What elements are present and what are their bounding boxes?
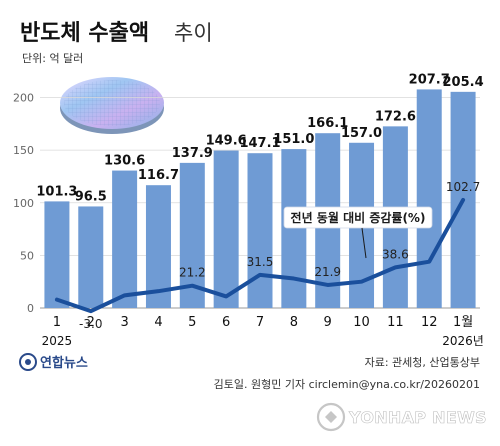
bar	[112, 170, 138, 308]
growth-rate-label: 38.6	[382, 247, 409, 261]
bar-value-label: 130.6	[104, 154, 145, 169]
bar	[145, 185, 171, 308]
y-tick-label: 100	[13, 197, 34, 210]
x-tick-label: 2	[87, 315, 95, 330]
x-tick-label: 12	[421, 315, 438, 330]
x-tick-label: 6	[222, 315, 230, 330]
legend-label: 전년 동월 대비 증감률(%)	[291, 210, 426, 225]
legend-pointer	[361, 227, 367, 259]
bar-value-label: 137.9	[172, 146, 213, 161]
x-tick-label: 7	[256, 315, 264, 330]
bar	[281, 149, 307, 308]
bar-value-label: 101.3	[36, 184, 77, 199]
x-tick-label: 9	[324, 315, 332, 330]
bar-value-label: 205.4	[443, 75, 484, 90]
credit-text: 김토일. 원형민 기자 circlemin@yna.co.kr/20260201	[214, 377, 480, 391]
bar-value-labels: 101.396.5130.6116.7137.9149.6147.1151.01…	[36, 72, 483, 204]
bar	[44, 201, 70, 308]
bar-value-label: 147.1	[239, 136, 280, 151]
line-legend: 전년 동월 대비 증감률(%)	[283, 206, 433, 259]
x-tick-label: 5	[188, 315, 196, 330]
year-label: 2025	[42, 334, 73, 348]
chart-title: 반도체 수출액	[20, 21, 149, 46]
bar-value-label: 151.0	[273, 132, 314, 147]
bar-value-label: 96.5	[75, 189, 107, 204]
growth-rate-label: 102.7	[446, 180, 480, 194]
y-tick-label: 150	[13, 144, 34, 157]
bar-value-label: 116.7	[138, 168, 179, 183]
yonhap-logo-text: 연합뉴스	[40, 355, 88, 371]
y-axis: 0 50 100 150 200	[13, 92, 34, 315]
bar-value-label: 172.6	[375, 109, 416, 124]
growth-rate-label: -3.0	[79, 317, 102, 331]
y-tick-label: 0	[27, 302, 34, 315]
watermark: YONHAP NEWS	[316, 402, 487, 432]
bar-value-label: 166.1	[307, 116, 348, 131]
watermark-icon	[316, 402, 346, 432]
bar	[213, 150, 239, 308]
wafer-illustration	[60, 77, 164, 134]
x-tick-label: 4	[154, 315, 162, 330]
x-tick-label: 11	[387, 315, 404, 330]
bar-value-label: 207.7	[409, 72, 450, 87]
bar	[78, 206, 104, 308]
x-tick-label: 3	[120, 315, 128, 330]
yonhap-logo: 연합뉴스	[19, 353, 88, 371]
x-tick-label: 1	[53, 315, 61, 330]
legend-box	[283, 206, 433, 229]
y-tick-label: 50	[20, 249, 34, 262]
y-tick-label: 200	[13, 92, 34, 105]
bar	[416, 89, 442, 309]
growth-rate-label: 31.5	[247, 255, 274, 269]
watermark-text: YONHAP NEWS	[348, 408, 487, 427]
bar-value-label: 149.6	[206, 134, 247, 149]
x-tick-label: 10	[353, 315, 370, 330]
year-label: 2026년	[442, 334, 484, 348]
unit-label: 단위: 억 달러	[22, 52, 83, 65]
bar-value-label: 157.0	[341, 126, 382, 141]
x-tick-label: 1월	[453, 315, 473, 330]
chart-subtitle: 추이	[174, 21, 213, 45]
growth-rate-label: 21.2	[179, 266, 206, 280]
x-tick-label: 8	[290, 315, 298, 330]
bar	[247, 153, 273, 308]
growth-rate-series: -3.0 21.2 31.5 21.9 38.6 102.7	[54, 180, 480, 331]
growth-rate-label: 21.9	[314, 265, 341, 279]
source-text: 자료: 관세청, 산업통상부	[365, 356, 480, 369]
growth-rate-line	[54, 197, 466, 314]
